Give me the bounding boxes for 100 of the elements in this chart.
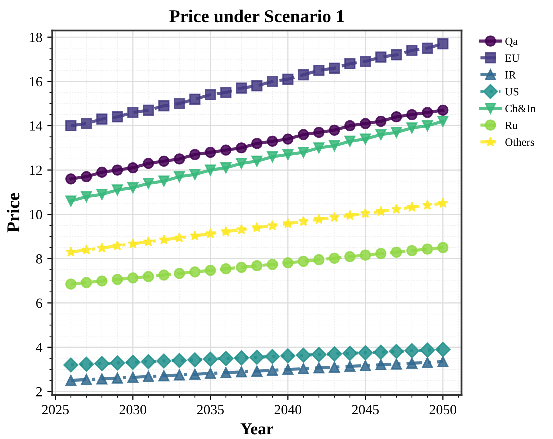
y-tick-label: 18	[30, 32, 42, 42]
point	[436, 342, 451, 358]
point	[282, 218, 294, 229]
point	[342, 346, 358, 362]
point	[205, 368, 216, 380]
y-tick-label: 6	[36, 298, 42, 308]
point	[143, 271, 154, 282]
point	[282, 364, 294, 376]
point	[329, 62, 340, 74]
y-tick-label: 16	[30, 77, 42, 87]
point	[391, 50, 402, 61]
point	[265, 349, 280, 364]
point	[236, 366, 248, 378]
point	[143, 371, 154, 382]
point	[406, 245, 418, 256]
point	[406, 202, 418, 212]
point	[252, 260, 263, 272]
point	[438, 356, 449, 368]
point	[376, 359, 387, 371]
point	[112, 184, 124, 196]
point	[267, 76, 278, 88]
point	[128, 182, 139, 194]
point	[374, 344, 389, 360]
point	[128, 107, 139, 118]
point	[420, 342, 436, 358]
point	[314, 214, 324, 224]
point	[314, 127, 325, 138]
legend-label: Qa	[506, 38, 518, 47]
point	[141, 354, 156, 370]
point	[376, 52, 387, 63]
point	[376, 116, 387, 128]
point	[81, 277, 92, 288]
point	[96, 276, 108, 287]
point	[112, 164, 124, 176]
point	[298, 363, 310, 375]
point	[174, 171, 186, 182]
point	[406, 45, 418, 56]
point	[376, 129, 387, 140]
point	[360, 208, 371, 218]
point	[376, 248, 387, 260]
point	[174, 268, 186, 280]
legend-label: EU	[505, 54, 520, 62]
point	[66, 174, 77, 185]
point	[220, 264, 232, 275]
point	[143, 158, 154, 170]
point	[190, 230, 200, 241]
point	[422, 244, 434, 255]
point	[329, 362, 340, 373]
point	[298, 256, 310, 268]
point	[205, 228, 216, 238]
point	[234, 350, 250, 366]
point	[267, 364, 278, 376]
point	[360, 360, 372, 372]
point	[344, 360, 356, 372]
point	[344, 210, 356, 220]
point	[79, 356, 94, 372]
legend-label: Ch&In	[506, 104, 536, 113]
point	[406, 109, 418, 120]
point	[298, 69, 310, 81]
y-tick-label: 8	[36, 254, 42, 264]
point	[66, 246, 76, 257]
point	[344, 58, 356, 70]
point	[128, 272, 139, 284]
point	[236, 142, 248, 154]
point	[205, 164, 216, 176]
chart-title: Price under Scenario 1	[170, 10, 344, 23]
point	[156, 354, 172, 369]
point	[81, 374, 92, 386]
point	[96, 114, 108, 125]
point	[391, 358, 402, 370]
point	[327, 346, 342, 362]
point	[267, 259, 278, 270]
point	[329, 252, 340, 264]
point	[282, 134, 294, 145]
legend-label: IR	[506, 72, 516, 79]
point	[174, 154, 186, 165]
point	[391, 246, 402, 258]
point	[190, 94, 201, 105]
point	[267, 220, 278, 230]
point	[81, 191, 92, 202]
point	[406, 122, 418, 134]
point	[296, 348, 312, 364]
point	[282, 149, 294, 160]
point	[236, 224, 247, 234]
point	[360, 56, 372, 68]
point	[66, 120, 77, 132]
point	[128, 162, 139, 174]
point	[404, 343, 420, 359]
point	[282, 258, 294, 269]
point	[96, 166, 108, 178]
point	[438, 242, 449, 254]
point	[344, 251, 356, 262]
point	[143, 236, 154, 247]
point	[329, 140, 340, 152]
point	[126, 354, 141, 370]
legend-label: Others	[506, 138, 534, 146]
point	[172, 353, 188, 368]
point	[422, 357, 434, 368]
point	[360, 118, 372, 130]
point	[190, 149, 201, 160]
